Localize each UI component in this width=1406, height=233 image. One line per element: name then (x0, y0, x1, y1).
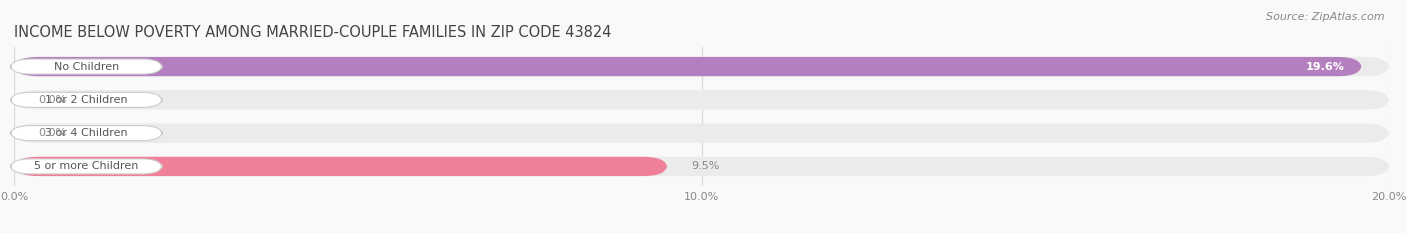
FancyBboxPatch shape (14, 57, 1389, 76)
FancyBboxPatch shape (14, 57, 1361, 76)
FancyBboxPatch shape (14, 123, 1389, 143)
FancyBboxPatch shape (14, 157, 668, 176)
FancyBboxPatch shape (11, 126, 162, 141)
FancyBboxPatch shape (14, 90, 1389, 110)
Text: 9.5%: 9.5% (692, 161, 720, 171)
FancyBboxPatch shape (11, 159, 162, 174)
Text: No Children: No Children (53, 62, 120, 72)
FancyBboxPatch shape (11, 59, 162, 74)
FancyBboxPatch shape (11, 92, 162, 107)
FancyBboxPatch shape (14, 157, 1389, 176)
Text: 5 or more Children: 5 or more Children (34, 161, 138, 171)
Text: 0.0%: 0.0% (38, 128, 66, 138)
Text: INCOME BELOW POVERTY AMONG MARRIED-COUPLE FAMILIES IN ZIP CODE 43824: INCOME BELOW POVERTY AMONG MARRIED-COUPL… (14, 25, 612, 40)
Text: 1 or 2 Children: 1 or 2 Children (45, 95, 128, 105)
Text: 3 or 4 Children: 3 or 4 Children (45, 128, 128, 138)
Text: 0.0%: 0.0% (38, 95, 66, 105)
Text: 19.6%: 19.6% (1306, 62, 1344, 72)
Text: Source: ZipAtlas.com: Source: ZipAtlas.com (1267, 12, 1385, 22)
